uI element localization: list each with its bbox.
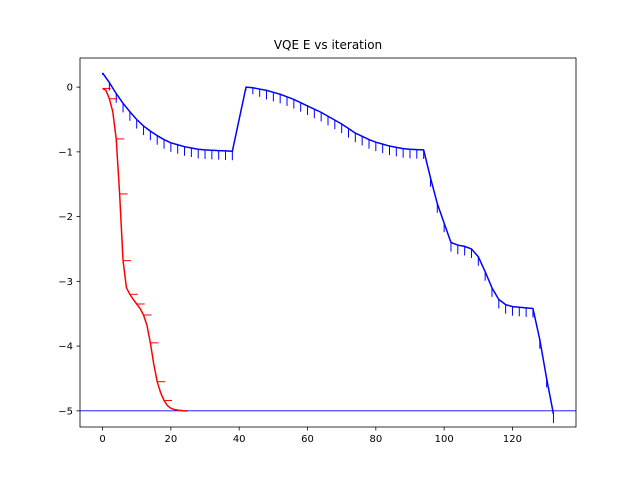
axes-group: 0 20 40 60 80 100 120 0 −1 −2 −3 −4 −5 <box>58 57 577 445</box>
x-tick-label-6: 120 <box>503 434 522 445</box>
y-tick-label-0: 0 <box>67 83 73 94</box>
series-0 <box>102 87 188 412</box>
x-tick-label-0: 0 <box>99 434 105 445</box>
series-line-0 <box>102 87 188 412</box>
plot-frame <box>79 57 577 428</box>
y-tick-label-2: −2 <box>58 212 73 223</box>
y-tick-label-1: −1 <box>58 147 73 158</box>
series-1 <box>101 72 555 424</box>
x-tick-label-2: 40 <box>233 434 246 445</box>
chart-title: VQE E vs iteration <box>274 38 382 52</box>
y-tick-label-3: −3 <box>58 277 73 288</box>
x-tick-label-4: 80 <box>369 434 382 445</box>
y-tick-label-5: −5 <box>58 406 73 417</box>
series-line-1 <box>101 72 555 415</box>
x-tick-label-5: 100 <box>435 434 454 445</box>
y-tick-label-4: −4 <box>58 342 73 353</box>
series-group <box>101 72 555 424</box>
x-tick-label-3: 60 <box>301 434 314 445</box>
x-tick-label-1: 20 <box>164 434 177 445</box>
